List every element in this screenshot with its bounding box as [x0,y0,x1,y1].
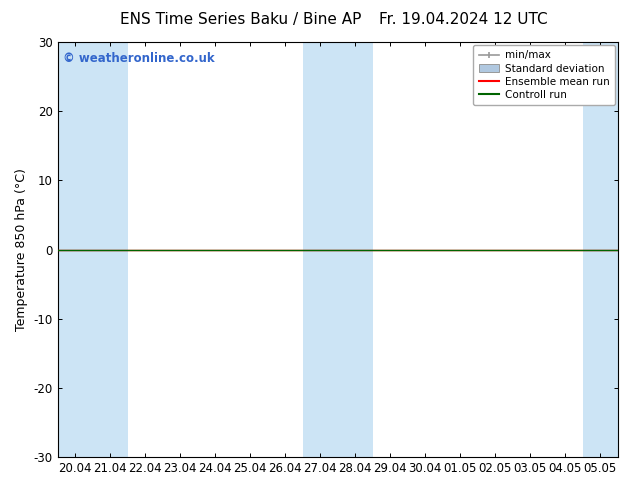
Text: © weatheronline.co.uk: © weatheronline.co.uk [63,52,215,66]
Bar [302,42,338,457]
Bar [338,42,373,457]
Text: Fr. 19.04.2024 12 UTC: Fr. 19.04.2024 12 UTC [378,12,547,27]
Text: ENS Time Series Baku / Bine AP: ENS Time Series Baku / Bine AP [120,12,361,27]
Y-axis label: Temperature 850 hPa (°C): Temperature 850 hPa (°C) [15,168,28,331]
Bar [93,42,127,457]
Bar [583,42,618,457]
Legend: min/max, Standard deviation, Ensemble mean run, Controll run: min/max, Standard deviation, Ensemble me… [474,45,614,105]
Bar [58,42,93,457]
